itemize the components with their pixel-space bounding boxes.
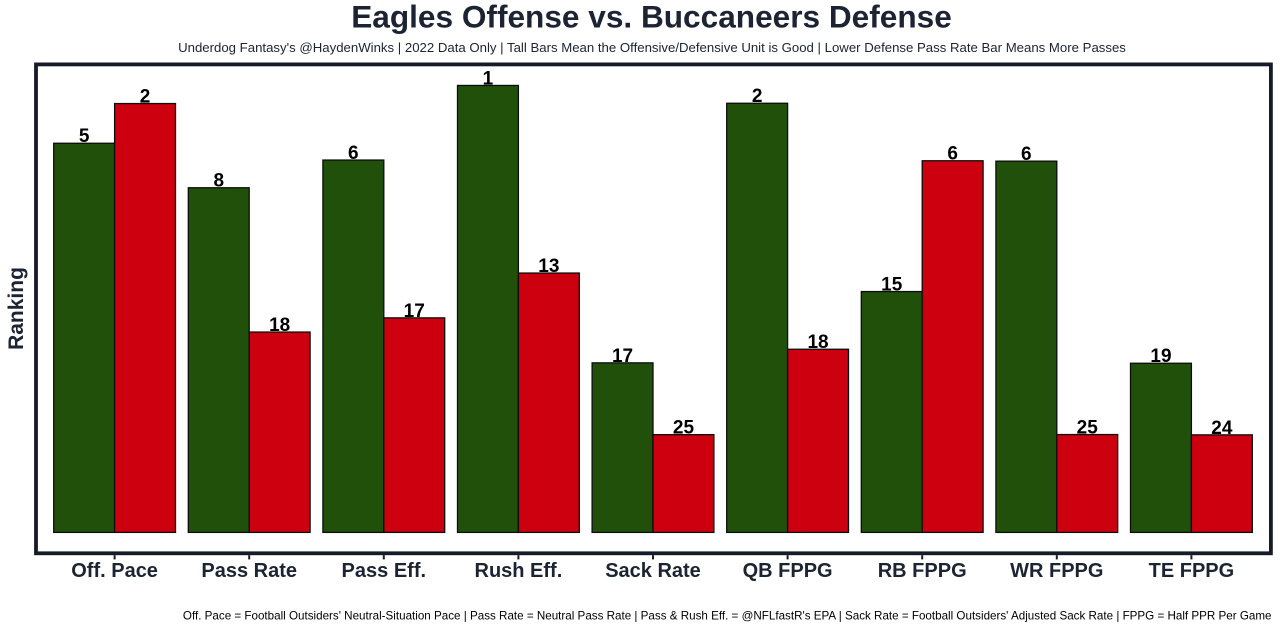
- svg-text:25: 25: [673, 418, 695, 439]
- svg-text:25: 25: [1077, 418, 1099, 439]
- svg-text:Ranking: Ranking: [5, 267, 28, 350]
- svg-text:Eagles Offense vs. Buccaneers: Eagles Offense vs. Buccaneers Defense: [351, 0, 952, 35]
- svg-text:2: 2: [752, 86, 763, 107]
- svg-text:RB FPPG: RB FPPG: [878, 560, 967, 582]
- svg-text:18: 18: [807, 332, 828, 353]
- svg-text:Off. Pace = Football Outsiders: Off. Pace = Football Outsiders' Neutral-…: [183, 610, 1272, 623]
- svg-text:6: 6: [947, 144, 958, 165]
- svg-text:Off. Pace: Off. Pace: [71, 560, 158, 582]
- svg-text:Underdog Fantasy's @HaydenWink: Underdog Fantasy's @HaydenWinks | 2022 D…: [178, 40, 1126, 55]
- svg-text:18: 18: [269, 315, 290, 336]
- svg-text:Rush Eff.: Rush Eff.: [475, 560, 563, 582]
- svg-text:Sack Rate: Sack Rate: [605, 560, 701, 582]
- svg-text:5: 5: [79, 126, 90, 147]
- svg-text:17: 17: [612, 346, 633, 367]
- svg-text:QB FPPG: QB FPPG: [743, 560, 833, 582]
- svg-text:15: 15: [881, 275, 903, 296]
- svg-text:Pass Eff.: Pass Eff.: [342, 560, 426, 582]
- svg-text:WR FPPG: WR FPPG: [1010, 560, 1103, 582]
- svg-text:24: 24: [1211, 418, 1233, 439]
- svg-text:17: 17: [404, 301, 425, 322]
- svg-text:Pass Rate: Pass Rate: [201, 560, 297, 582]
- svg-text:6: 6: [1021, 144, 1032, 165]
- svg-text:1: 1: [483, 68, 494, 89]
- svg-text:19: 19: [1150, 346, 1171, 367]
- svg-text:6: 6: [348, 143, 359, 164]
- svg-text:TE FPPG: TE FPPG: [1149, 560, 1235, 582]
- svg-text:13: 13: [538, 256, 559, 277]
- svg-text:8: 8: [213, 171, 224, 192]
- svg-text:2: 2: [140, 87, 151, 108]
